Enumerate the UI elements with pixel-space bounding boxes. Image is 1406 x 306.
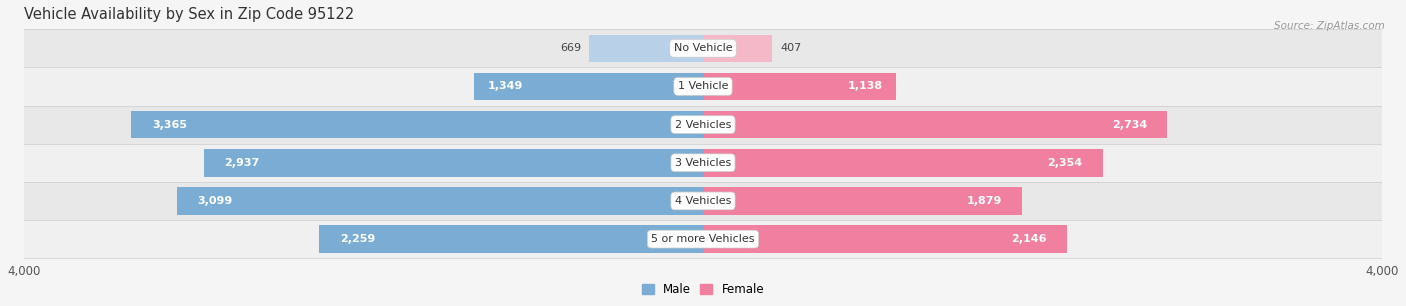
- Bar: [177, 187, 703, 215]
- Bar: [24, 220, 1382, 258]
- Bar: [132, 111, 703, 138]
- Text: 1,349: 1,349: [488, 81, 523, 91]
- Bar: [703, 187, 1022, 215]
- Bar: [703, 35, 772, 62]
- Bar: [703, 149, 1102, 177]
- Bar: [589, 35, 703, 62]
- Bar: [474, 73, 703, 100]
- Bar: [24, 144, 1382, 182]
- Legend: Male, Female: Male, Female: [641, 283, 765, 296]
- Text: 4 Vehicles: 4 Vehicles: [675, 196, 731, 206]
- Text: Source: ZipAtlas.com: Source: ZipAtlas.com: [1274, 21, 1385, 32]
- Bar: [703, 111, 1167, 138]
- Text: No Vehicle: No Vehicle: [673, 43, 733, 53]
- Text: 3 Vehicles: 3 Vehicles: [675, 158, 731, 168]
- Bar: [24, 29, 1382, 67]
- Text: 407: 407: [780, 43, 801, 53]
- Text: 2,146: 2,146: [1011, 234, 1047, 244]
- Text: 2,354: 2,354: [1047, 158, 1083, 168]
- Text: 1,879: 1,879: [966, 196, 1001, 206]
- Text: 2,734: 2,734: [1112, 120, 1147, 130]
- Text: 3,365: 3,365: [152, 120, 187, 130]
- Bar: [703, 225, 1067, 253]
- Text: 2,937: 2,937: [225, 158, 260, 168]
- Text: 5 or more Vehicles: 5 or more Vehicles: [651, 234, 755, 244]
- Bar: [24, 106, 1382, 144]
- Text: 2,259: 2,259: [340, 234, 375, 244]
- Bar: [204, 149, 703, 177]
- Bar: [24, 67, 1382, 106]
- Bar: [24, 182, 1382, 220]
- Text: Vehicle Availability by Sex in Zip Code 95122: Vehicle Availability by Sex in Zip Code …: [24, 7, 354, 22]
- Text: 3,099: 3,099: [197, 196, 232, 206]
- Text: 1 Vehicle: 1 Vehicle: [678, 81, 728, 91]
- Bar: [319, 225, 703, 253]
- Text: 1,138: 1,138: [848, 81, 883, 91]
- Text: 669: 669: [560, 43, 581, 53]
- Bar: [703, 73, 896, 100]
- Text: 2 Vehicles: 2 Vehicles: [675, 120, 731, 130]
